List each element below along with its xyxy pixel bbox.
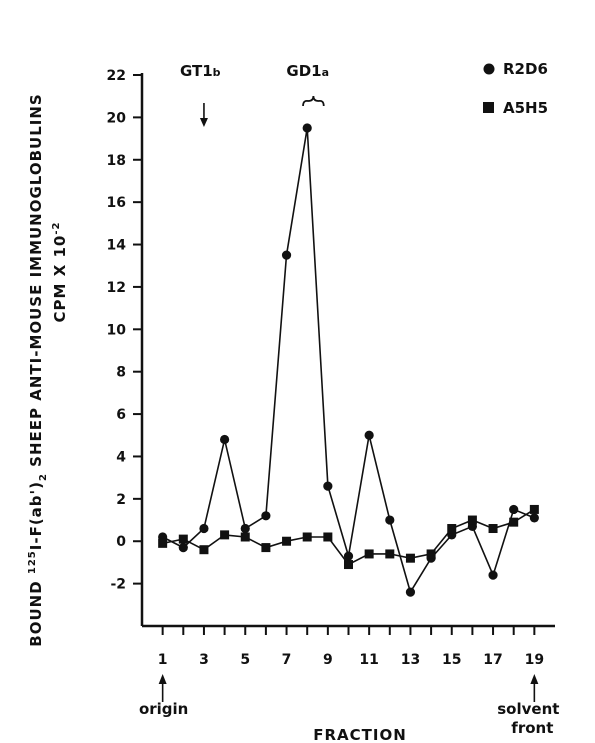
axes bbox=[140, 73, 555, 628]
x-tick-label: 7 bbox=[282, 652, 292, 668]
x-tick-label: 17 bbox=[483, 652, 502, 668]
x-tick-label: 3 bbox=[199, 652, 209, 668]
y-ticks: -2 0 2 4 6 8 10 12 14 16 18 20 22 bbox=[107, 68, 142, 593]
x-tick-label: 9 bbox=[323, 652, 333, 668]
y-tick-label: 8 bbox=[116, 365, 126, 381]
y-tick-label: 6 bbox=[116, 407, 126, 423]
data-point-a5h5 bbox=[158, 538, 168, 548]
data-point-r2d6 bbox=[323, 481, 333, 491]
data-point-a5h5 bbox=[323, 532, 333, 542]
data-point-a5h5 bbox=[509, 517, 519, 527]
legend-label-r2d6: R2D6 bbox=[503, 60, 548, 78]
y-title-sub: 2 bbox=[38, 473, 49, 481]
data-point-r2d6 bbox=[385, 515, 395, 525]
y-tick-label: 4 bbox=[116, 449, 126, 465]
y-unit: CPM X 10 bbox=[51, 235, 69, 323]
y-title-mid: I-F(ab') bbox=[27, 481, 45, 550]
legend: R2D6 A5H5 bbox=[483, 60, 548, 117]
y-tick-label: 10 bbox=[107, 322, 127, 338]
y-tick-label: 16 bbox=[107, 195, 126, 211]
data-point-r2d6 bbox=[220, 434, 230, 445]
y-axis-title-line2: CPM X 10-2 bbox=[51, 222, 69, 323]
y-tick-label: 12 bbox=[107, 280, 126, 296]
annotation-gt1b-sub: b bbox=[213, 66, 221, 79]
data-point-a5h5 bbox=[220, 530, 230, 540]
data-point-a5h5 bbox=[405, 553, 415, 563]
data-point-r2d6 bbox=[261, 511, 271, 521]
x-tick-label: 15 bbox=[442, 652, 461, 668]
data-point-a5h5 bbox=[364, 549, 374, 559]
data-point-a5h5 bbox=[467, 515, 477, 525]
y-title-prefix: BOUND bbox=[27, 574, 45, 647]
y-tick-label: 20 bbox=[107, 110, 127, 126]
data-point-a5h5 bbox=[385, 549, 395, 559]
data-point-r2d6 bbox=[529, 513, 539, 523]
x-ticks: 1 3 5 7 9 11 13 15 17 19 bbox=[158, 626, 544, 668]
legend-label-a5h5: A5H5 bbox=[503, 99, 548, 117]
data-point-r2d6 bbox=[364, 430, 374, 440]
data-point-a5h5 bbox=[426, 549, 436, 559]
data-point-a5h5 bbox=[529, 504, 539, 514]
data-point-a5h5 bbox=[344, 560, 353, 570]
data-point-r2d6 bbox=[178, 542, 188, 553]
y-tick-label: 0 bbox=[116, 534, 126, 550]
data-point-r2d6 bbox=[281, 250, 292, 260]
legend-marker-r2d6 bbox=[483, 63, 495, 75]
y-unit-sup: -2 bbox=[51, 222, 62, 235]
y-tick-label: 2 bbox=[116, 492, 126, 508]
data-point-r2d6 bbox=[405, 587, 416, 597]
annotation-gd1a-sub: a bbox=[322, 66, 329, 79]
gt1b-arrow-head bbox=[199, 118, 208, 127]
data-point-a5h5 bbox=[178, 534, 188, 544]
x-tick-label: 5 bbox=[240, 652, 250, 668]
y-tick-label: 18 bbox=[107, 153, 126, 169]
annotation-front: front bbox=[511, 719, 553, 737]
y-tick-label: 14 bbox=[107, 238, 127, 254]
y-title-sup: 125 bbox=[27, 550, 38, 574]
annotation-gt1b-main: GT1 bbox=[180, 62, 213, 80]
data-point-r2d6 bbox=[240, 523, 250, 534]
y-tick-label: -2 bbox=[110, 577, 126, 593]
y-tick-label: 22 bbox=[107, 68, 126, 84]
data-point-r2d6 bbox=[199, 523, 209, 534]
data-point-a5h5 bbox=[302, 532, 312, 542]
data-point-a5h5 bbox=[261, 543, 271, 553]
gd1a-brace bbox=[302, 95, 325, 107]
data-point-r2d6 bbox=[343, 551, 354, 561]
data-point-a5h5 bbox=[282, 536, 292, 546]
annotation-gd1a: GD1a bbox=[286, 62, 329, 80]
annotation-solvent: solvent bbox=[497, 700, 559, 718]
x-tick-label: 11 bbox=[359, 652, 378, 668]
annotation-gt1b: GT1b bbox=[180, 62, 221, 80]
series-layer bbox=[158, 123, 539, 597]
data-point-r2d6 bbox=[509, 504, 519, 515]
data-point-a5h5 bbox=[447, 524, 457, 534]
annotation-gd1a-main: GD1 bbox=[286, 62, 321, 80]
x-tick-label: 19 bbox=[525, 652, 544, 668]
solvent-arrow-head bbox=[530, 674, 539, 684]
annotation-origin: origin bbox=[139, 700, 188, 718]
data-point-r2d6 bbox=[488, 570, 498, 580]
y-title-rest: SHEEP ANTI-MOUSE IMMUNOGLOBULINS bbox=[27, 93, 45, 473]
x-axis-title: FRACTION bbox=[313, 726, 407, 743]
x-tick-label: 13 bbox=[401, 652, 420, 668]
data-point-a5h5 bbox=[199, 545, 209, 555]
data-point-a5h5 bbox=[488, 524, 498, 534]
origin-arrow-head bbox=[158, 674, 167, 684]
legend-marker-a5h5 bbox=[483, 102, 494, 113]
y-axis-title-line1: BOUND 125I-F(ab')2 SHEEP ANTI-MOUSE IMMU… bbox=[27, 93, 49, 646]
y-axis-title: BOUND 125I-F(ab')2 SHEEP ANTI-MOUSE IMMU… bbox=[27, 93, 69, 646]
x-tick-label: 1 bbox=[158, 652, 168, 668]
data-point-a5h5 bbox=[240, 532, 250, 542]
data-point-r2d6 bbox=[302, 123, 312, 133]
